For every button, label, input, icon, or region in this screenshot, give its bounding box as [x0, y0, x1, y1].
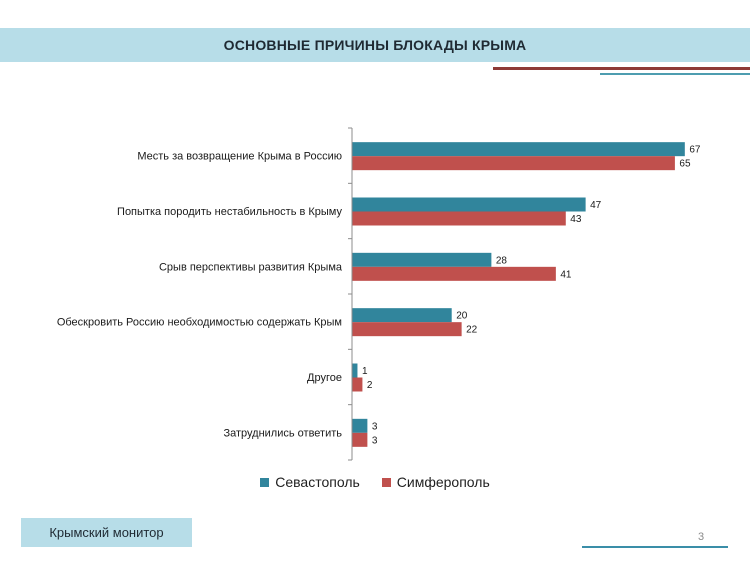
category-label: Обескровить Россию необходимостью содерж… — [57, 317, 342, 329]
bar-sevastopol — [352, 418, 368, 433]
category-label: Затруднились ответить — [223, 427, 342, 439]
bar-sevastopol — [352, 308, 452, 323]
footer-brand-box: Крымский монитор — [21, 518, 192, 547]
bar-sevastopol — [352, 142, 685, 157]
data-label: 67 — [689, 145, 701, 156]
chart-legend: Севастополь Симферополь — [0, 474, 750, 490]
page-number: 3 — [698, 531, 705, 543]
data-label: 3 — [372, 435, 378, 446]
bar-simferopol — [352, 432, 368, 447]
category-label: Срыв перспективы развития Крыма — [159, 261, 343, 273]
legend-item-sevastopol: Севастополь — [260, 474, 360, 490]
data-label: 43 — [570, 214, 582, 225]
bar-simferopol — [352, 211, 566, 226]
category-label: Другое — [307, 372, 342, 384]
legend-label-sevastopol: Севастополь — [275, 474, 360, 490]
decorative-blue-line — [600, 73, 750, 75]
legend-swatch-sevastopol — [260, 477, 270, 487]
category-label: Месть за возвращение Крыма в Россию — [137, 151, 342, 163]
bar-simferopol — [352, 377, 363, 392]
data-label: 2 — [367, 380, 373, 391]
bar-sevastopol — [352, 252, 492, 267]
bar-sevastopol — [352, 363, 358, 378]
data-label: 41 — [560, 269, 572, 280]
page-title: ОСНОВНЫЕ ПРИЧИНЫ БЛОКАДЫ КРЫМА — [223, 37, 527, 53]
data-label: 28 — [496, 255, 508, 266]
legend-item-simferopol: Симферополь — [381, 474, 490, 490]
data-label: 1 — [362, 366, 368, 377]
footer-label: Крымский монитор — [49, 525, 164, 540]
bar-simferopol — [352, 266, 556, 281]
category-label: Попытка породить нестабильность в Крыму — [117, 206, 342, 218]
title-bar: ОСНОВНЫЕ ПРИЧИНЫ БЛОКАДЫ КРЫМА — [0, 28, 750, 62]
data-label: 20 — [456, 311, 468, 322]
bar-simferopol — [352, 322, 462, 337]
bar-simferopol — [352, 156, 675, 171]
bar-sevastopol — [352, 197, 586, 212]
data-label: 22 — [466, 325, 478, 336]
legend-label-simferopol: Симферополь — [396, 474, 490, 490]
legend-swatch-simferopol — [381, 477, 391, 487]
data-label: 47 — [590, 200, 602, 211]
data-label: 65 — [679, 159, 691, 170]
decorative-bottom-line — [582, 546, 728, 548]
data-label: 3 — [372, 421, 378, 432]
decorative-red-line — [493, 67, 750, 70]
